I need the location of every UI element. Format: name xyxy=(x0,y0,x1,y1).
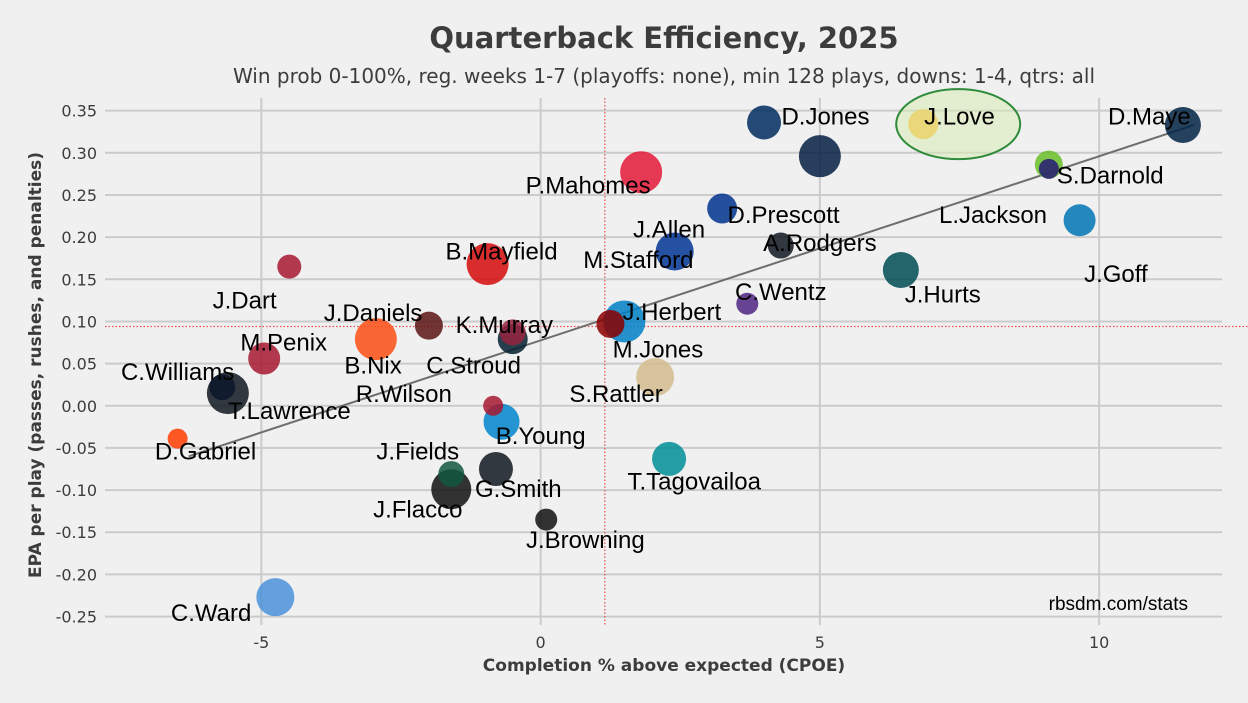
label-s-darnold: S.Darnold xyxy=(1057,163,1164,190)
point-s-rattler xyxy=(636,358,675,397)
highlight-ellipse xyxy=(895,88,1022,161)
point-j-allen xyxy=(707,193,738,224)
label-d-prescott: D.Prescott xyxy=(728,202,840,229)
label-p-mahomes: P.Mahomes xyxy=(526,173,651,200)
point-m-jones xyxy=(596,309,625,338)
point-l-jackson xyxy=(1038,158,1059,179)
y-tick-label: -0.15 xyxy=(56,523,97,542)
x-tick-label: -5 xyxy=(253,633,269,652)
point-p-mahomes xyxy=(620,151,663,194)
point-g-smith xyxy=(478,452,513,487)
label-a-rodgers: A.Rodgers xyxy=(763,230,876,257)
label-l-jackson: L.Jackson xyxy=(939,202,1047,229)
label-c-wentz: C.Wentz xyxy=(735,279,827,306)
y-tick-label: -0.20 xyxy=(56,565,97,584)
label-s-rattler: S.Rattler xyxy=(569,381,662,408)
point-k-murray xyxy=(499,319,526,346)
point-j-fields xyxy=(438,461,465,488)
label-j-dart: J.Dart xyxy=(213,287,277,314)
label-r-wilson: R.Wilson xyxy=(356,381,452,408)
y-tick-label: 0.25 xyxy=(61,186,97,205)
y-tick-label: 0.10 xyxy=(61,312,97,331)
reference-lines xyxy=(105,98,1248,625)
point-m-stafford xyxy=(655,232,694,271)
label-m-penix: M.Penix xyxy=(240,330,327,357)
axis-ticks: 0.35 0.30 0.25 0.20 0.15 0.10 0.05 0.00 -0.05 -0.… xyxy=(56,102,1110,652)
trend-line-group xyxy=(188,124,1195,458)
label-j-flacco: J.Flacco xyxy=(373,496,462,523)
y-tick-label: 0.35 xyxy=(61,102,97,121)
data-points xyxy=(167,105,1201,617)
label-b-nix: B.Nix xyxy=(344,352,401,379)
label-j-herbert: J.Herbert xyxy=(623,299,722,326)
label-j-fields: J.Fields xyxy=(376,438,459,465)
point-j-browning xyxy=(535,508,558,531)
label-k-murray: K.Murray xyxy=(456,312,553,339)
y-tick-label: -0.05 xyxy=(56,439,97,458)
label-b-young: B.Young xyxy=(496,423,586,450)
point-d-prescott xyxy=(798,135,841,178)
point-a-rodgers xyxy=(767,232,794,259)
label-t-lawrence: T.Lawrence xyxy=(228,398,351,425)
y-tick-label: 0.15 xyxy=(61,270,97,289)
point-c-williams xyxy=(209,374,236,401)
point-j-hurts xyxy=(882,252,919,289)
label-d-gabriel: D.Gabriel xyxy=(155,438,256,465)
label-j-goff: J.Goff xyxy=(1084,261,1148,288)
point-c-wentz xyxy=(736,292,759,315)
label-b-mayfield: B.Mayfield xyxy=(446,238,558,265)
y-tick-label: 0.30 xyxy=(61,144,97,163)
x-axis-label: Completion % above expected (CPOE) xyxy=(483,656,845,676)
chart-subtitle: Win prob 0-100%, reg. weeks 1-7 (playoff… xyxy=(233,64,1095,88)
point-j-goff xyxy=(1063,204,1096,237)
y-tick-label: 0.20 xyxy=(61,228,97,247)
label-t-tagovailoa: T.Tagovailoa xyxy=(628,469,762,496)
point-d-maye xyxy=(1164,106,1201,143)
point-j-dart xyxy=(277,254,302,279)
x-tick-label: 10 xyxy=(1089,633,1109,652)
point-j-daniels xyxy=(414,311,443,340)
label-j-allen: J.Allen xyxy=(633,217,705,244)
source-label: rbsdm.com/stats xyxy=(1049,594,1188,615)
point-r-wilson xyxy=(483,395,504,416)
label-d-maye: D.Maye xyxy=(1108,104,1191,131)
label-d-jones: D.Jones xyxy=(781,104,869,131)
x-tick-label: 5 xyxy=(815,633,825,652)
point-b-nix xyxy=(354,318,397,361)
label-c-stroud: C.Stroud xyxy=(426,352,521,379)
highlight-group xyxy=(895,88,1022,161)
y-axis-label: EPA per play (passes, rushes, and penalt… xyxy=(26,152,46,578)
label-m-stafford: M.Stafford xyxy=(583,247,693,274)
chart-title: Quarterback Efficiency, 2025 xyxy=(429,21,898,55)
x-tick-label: 0 xyxy=(536,633,546,652)
label-j-hurts: J.Hurts xyxy=(905,281,981,308)
label-c-williams: C.Williams xyxy=(121,359,234,386)
point-c-ward xyxy=(256,578,295,617)
label-g-smith: G.Smith xyxy=(475,476,562,503)
label-c-ward: C.Ward xyxy=(171,600,251,627)
y-tick-label: 0.00 xyxy=(61,397,97,416)
y-tick-label: 0.05 xyxy=(61,355,97,374)
point-t-tagovailoa xyxy=(652,441,687,476)
trend-line xyxy=(188,124,1195,458)
label-j-browning: J.Browning xyxy=(526,527,645,554)
player-labels: J.Love D.Maye D.Jones D.Prescott S.Darnold P.… xyxy=(121,104,1191,628)
point-d-jones xyxy=(747,105,782,140)
point-b-mayfield xyxy=(466,243,509,286)
label-m-jones: M.Jones xyxy=(613,336,704,363)
point-m-penix xyxy=(248,342,281,375)
label-j-love: J.Love xyxy=(924,104,995,131)
label-j-daniels: J.Daniels xyxy=(324,300,423,327)
y-tick-label: -0.10 xyxy=(56,481,97,500)
point-d-gabriel xyxy=(167,428,188,449)
y-tick-label: -0.25 xyxy=(56,608,97,627)
